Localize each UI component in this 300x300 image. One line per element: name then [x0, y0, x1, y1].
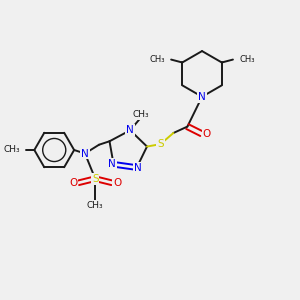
Text: O: O [113, 178, 121, 188]
Text: O: O [202, 129, 211, 139]
Text: N: N [126, 125, 134, 135]
Text: N: N [198, 92, 206, 102]
Text: S: S [92, 174, 98, 184]
Text: N: N [108, 159, 116, 169]
Text: CH₃: CH₃ [239, 55, 255, 64]
Text: CH₃: CH₃ [4, 146, 20, 154]
Text: O: O [69, 178, 77, 188]
Text: N: N [134, 163, 142, 172]
Text: N: N [81, 148, 89, 158]
Text: CH₃: CH₃ [133, 110, 149, 119]
Text: S: S [157, 139, 164, 149]
Text: CH₃: CH₃ [87, 200, 104, 209]
Text: CH₃: CH₃ [149, 55, 165, 64]
